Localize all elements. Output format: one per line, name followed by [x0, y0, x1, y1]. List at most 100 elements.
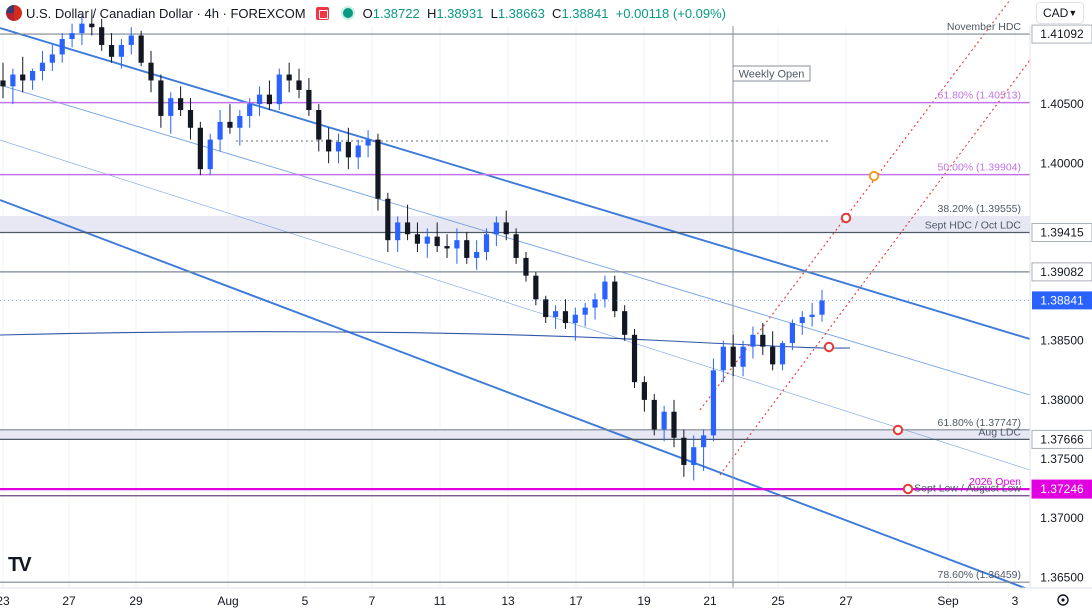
time-tick-14: 3 [1012, 594, 1019, 608]
candle-body-59 [582, 307, 588, 315]
candle-body-29 [286, 74, 292, 81]
time-tick-10: 21 [703, 594, 717, 608]
candle-9 [89, 9, 95, 36]
price-tag-10: 1.37246 [1040, 482, 1084, 496]
candle-16 [158, 74, 164, 128]
moving-average-line [0, 331, 851, 349]
price-tag-3: 1.39415 [1040, 225, 1084, 239]
candle-59 [582, 302, 588, 327]
symbol-header: U.S. Dollar / Canadian Dollar · 4h · FOR… [0, 0, 726, 26]
price-tick-12: 1.36500 [1040, 570, 1084, 584]
candle-body-5 [49, 54, 55, 63]
candle-19 [187, 98, 194, 140]
candle-body-68 [671, 411, 677, 438]
channel-lower-mid-line [0, 139, 1031, 471]
candle-57 [562, 299, 569, 329]
settings-gear-icon[interactable] [1057, 594, 1069, 606]
candle-50 [493, 216, 499, 247]
candle-56 [552, 305, 559, 329]
currency-value: CAD [1043, 6, 1069, 20]
symbol-title[interactable]: U.S. Dollar / Canadian Dollar · 4h · FOR… [26, 5, 306, 21]
candle-62 [612, 275, 618, 318]
candle-body-43 [424, 236, 430, 244]
candle-body-11 [108, 44, 115, 57]
candle-47 [464, 231, 470, 264]
ohlc-readout: O1.38722 H1.38931 L1.38663 C1.38841 +0.0… [362, 5, 727, 21]
candle-68 [671, 399, 677, 448]
candle-body-83 [819, 300, 825, 315]
level-label-8: 2026 Open [969, 476, 1021, 488]
candle-body-82 [809, 314, 815, 318]
candle-63 [622, 305, 628, 341]
candle-body-10 [99, 27, 105, 45]
candle-body-22 [217, 121, 223, 140]
chevron-down-icon: ▼ [1068, 8, 1078, 18]
candle-13 [128, 27, 134, 55]
candle-body-19 [187, 110, 194, 128]
candle-body-80 [789, 322, 795, 344]
candle-body-56 [552, 311, 559, 318]
candle-body-54 [533, 275, 539, 300]
candle-75 [740, 340, 746, 377]
candle-78 [770, 331, 776, 371]
candle-body-60 [592, 299, 598, 308]
candle-body-18 [178, 98, 184, 111]
candle-body-9 [89, 23, 95, 28]
candle-22 [217, 110, 223, 152]
sept-hdc-zone [0, 215, 1030, 233]
candle-77 [760, 322, 766, 355]
candle-body-21 [207, 139, 213, 170]
candle-body-73 [720, 346, 726, 371]
candle-body-51 [503, 222, 509, 235]
candle-body-20 [197, 127, 203, 170]
candle-body-39 [385, 198, 391, 241]
candle-33 [326, 127, 332, 164]
candle-body-45 [444, 246, 450, 249]
candle-32 [316, 104, 322, 152]
candle-71 [700, 429, 707, 471]
candle-body-6 [59, 39, 65, 55]
price-tick-6: 1.38500 [1040, 334, 1084, 348]
candle-body-69 [681, 437, 687, 465]
candle-body-70 [691, 447, 697, 465]
candle-body-47 [464, 240, 470, 258]
weekly-open-box [732, 65, 811, 82]
last-price-tag-bg [1032, 291, 1092, 310]
candle-60 [592, 293, 598, 320]
candle-23 [227, 104, 233, 134]
candle-27 [266, 80, 273, 111]
price-tag-bg-0 [1031, 24, 1092, 44]
candle-body-12 [118, 44, 125, 57]
candle-1 [10, 68, 16, 105]
alert-icon[interactable] [315, 6, 329, 20]
currency-selector[interactable]: CAD ▼ [1036, 2, 1084, 24]
candle-40 [395, 216, 401, 252]
candle-79 [779, 340, 786, 371]
candle-body-4 [39, 62, 46, 71]
candle-body-33 [326, 139, 332, 152]
gear-hub [1061, 598, 1065, 602]
price-tag-bg-3 [1031, 222, 1092, 242]
level-label-2: 50.00% (1.39904) [938, 162, 1021, 174]
time-tick-12: 27 [839, 594, 853, 608]
candle-42 [414, 222, 421, 252]
candle-body-31 [306, 89, 312, 111]
price-tag-bg-4 [1031, 262, 1092, 282]
candle-body-65 [641, 382, 647, 400]
candle-body-63 [622, 311, 628, 335]
candle-body-23 [227, 121, 233, 128]
candle-body-35 [345, 141, 351, 158]
candle-body-17 [168, 98, 174, 116]
candle-53 [523, 252, 529, 282]
candle-body-79 [779, 343, 786, 365]
time-tick-4: 5 [302, 594, 309, 608]
candle-body-24 [237, 115, 243, 128]
candle-25 [247, 98, 253, 128]
candle-body-67 [661, 411, 667, 430]
flag-icon [6, 5, 22, 21]
price-tick-7: 1.38000 [1040, 393, 1084, 407]
candle-body-34 [335, 141, 342, 152]
candle-28 [276, 68, 282, 111]
candle-0 [0, 62, 6, 99]
